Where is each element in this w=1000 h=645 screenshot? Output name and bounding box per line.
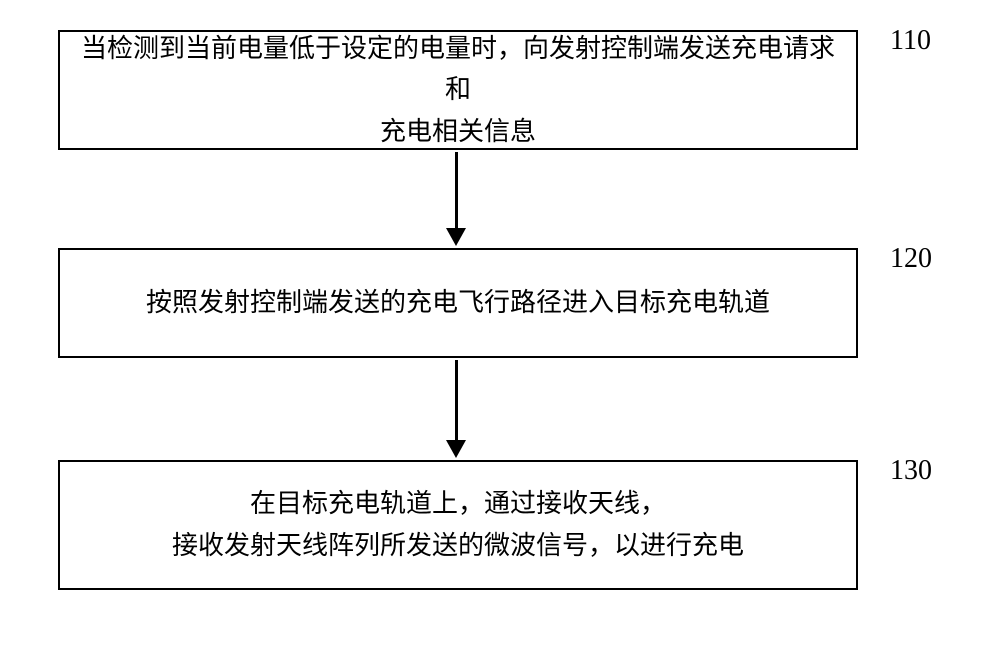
arrow-2-head [446,440,466,458]
box-2-label: 120 [890,243,932,275]
box-2-line-1: 按照发射控制端发送的充电飞行路径进入目标充电轨道 [146,288,770,317]
box-3-label: 130 [890,455,932,487]
box-3-line-2: 接收发射天线阵列所发送的微波信号，以进行充电 [172,531,744,560]
flowchart-box-1: 当检测到当前电量低于设定的电量时，向发射控制端发送充电请求和 充电相关信息 [58,30,858,150]
box-1-label: 110 [890,25,931,57]
flowchart-container: 当检测到当前电量低于设定的电量时，向发射控制端发送充电请求和 充电相关信息 11… [0,0,1000,645]
box-1-line-2: 充电相关信息 [380,117,536,146]
box-3-line-1: 在目标充电轨道上，通过接收天线， [250,489,666,518]
flowchart-box-3: 在目标充电轨道上，通过接收天线， 接收发射天线阵列所发送的微波信号，以进行充电 [58,460,858,590]
box-2-text: 按照发射控制端发送的充电飞行路径进入目标充电轨道 [146,282,770,324]
arrow-2-line [455,360,458,442]
flowchart-box-2: 按照发射控制端发送的充电飞行路径进入目标充电轨道 [58,248,858,358]
arrow-1-line [455,152,458,230]
box-1-text: 当检测到当前电量低于设定的电量时，向发射控制端发送充电请求和 充电相关信息 [80,28,836,153]
arrow-1-head [446,228,466,246]
box-3-text: 在目标充电轨道上，通过接收天线， 接收发射天线阵列所发送的微波信号，以进行充电 [172,483,744,566]
box-1-line-1: 当检测到当前电量低于设定的电量时，向发射控制端发送充电请求和 [81,34,835,105]
